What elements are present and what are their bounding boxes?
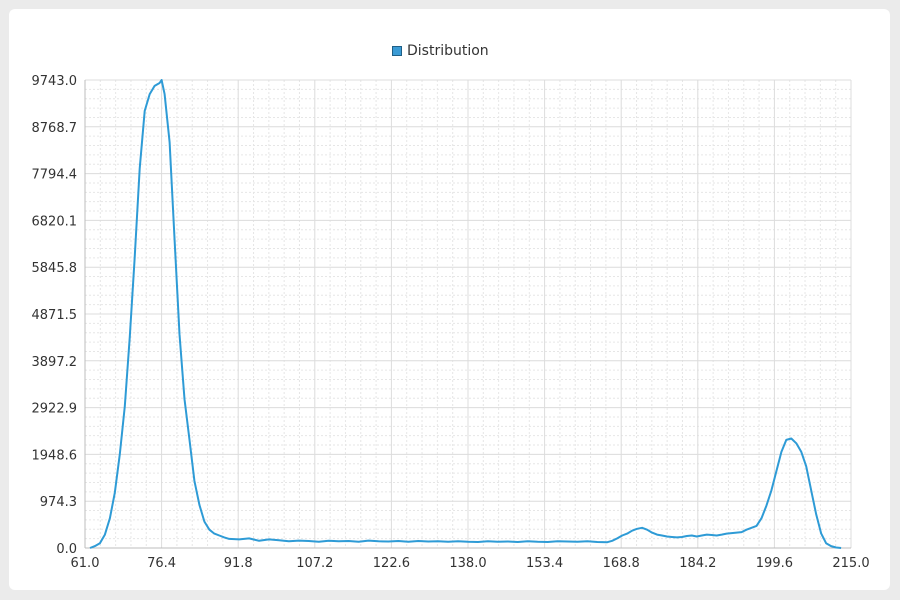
x-tick-label: 184.2 bbox=[679, 556, 716, 571]
x-tick-label: 168.8 bbox=[603, 556, 640, 571]
x-tick-label: 76.4 bbox=[147, 556, 176, 571]
y-tick-label: 7794.4 bbox=[32, 168, 78, 183]
legend-label: Distribution bbox=[407, 43, 489, 59]
x-tick-label: 107.2 bbox=[296, 556, 333, 571]
y-tick-label: 9743.0 bbox=[32, 74, 78, 89]
x-tick-label: 61.0 bbox=[71, 556, 100, 571]
y-tick-labels: 0.0 974.3 1948.6 2922.9 3897.2 4871.5 5845.8 68… bbox=[32, 74, 78, 557]
x-tick-label: 138.0 bbox=[449, 556, 486, 571]
legend[interactable]: Distribution bbox=[392, 42, 489, 60]
x-tick-label: 215.0 bbox=[832, 556, 869, 571]
legend-swatch bbox=[392, 46, 402, 56]
y-tick-label: 5845.8 bbox=[32, 261, 78, 276]
y-tick-label: 8768.7 bbox=[32, 121, 78, 136]
major-grid bbox=[84, 79, 852, 549]
y-tick-label: 2922.9 bbox=[32, 402, 78, 417]
y-tick-label: 974.3 bbox=[40, 495, 77, 510]
y-tick-label: 1948.6 bbox=[32, 448, 78, 463]
series-line-distribution bbox=[89, 79, 842, 549]
y-tick-label: 6820.1 bbox=[32, 214, 78, 229]
x-tick-label: 91.8 bbox=[224, 556, 253, 571]
x-tick-labels: 61.0 76.4 91.8 107.2 122.6 138.0 153.4 168.8 184… bbox=[71, 556, 870, 571]
x-tick-label: 122.6 bbox=[373, 556, 410, 571]
x-tick-label: 153.4 bbox=[526, 556, 563, 571]
y-tick-label: 0.0 bbox=[56, 542, 77, 557]
y-tick-label: 3897.2 bbox=[32, 355, 78, 370]
chart-card bbox=[9, 9, 890, 590]
y-tick-label: 4871.5 bbox=[32, 308, 78, 323]
x-tick-label: 199.6 bbox=[756, 556, 793, 571]
